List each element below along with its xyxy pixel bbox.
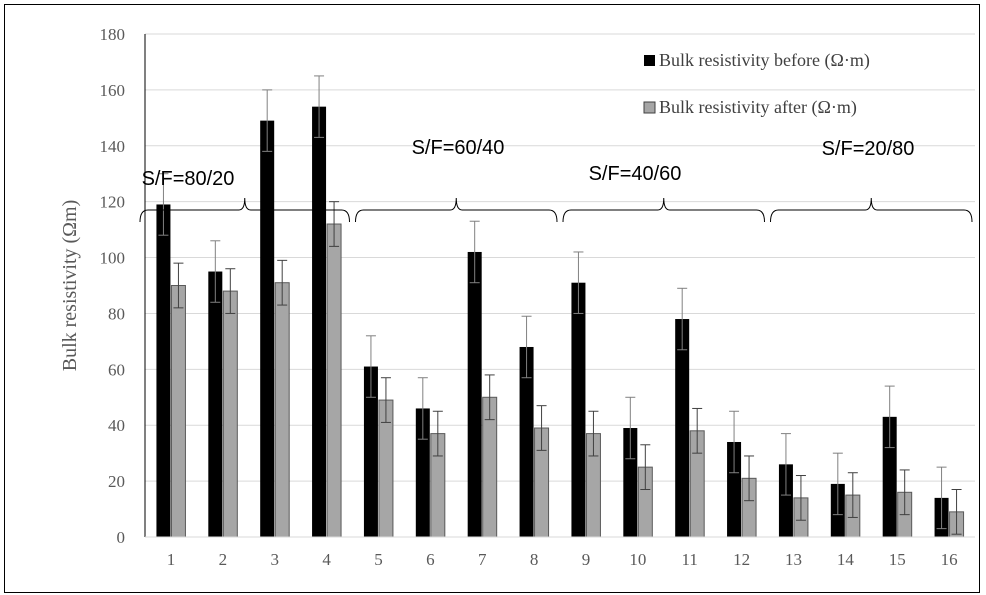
y-tick-label: 20: [108, 472, 125, 491]
x-tick-label: 13: [785, 550, 802, 569]
group-label: S/F=20/80: [822, 138, 915, 160]
bar-before: [882, 416, 897, 537]
y-tick-label: 160: [100, 81, 126, 100]
x-tick-label: 11: [682, 550, 698, 569]
bar-before: [208, 271, 223, 537]
bar-before: [363, 366, 378, 537]
x-tick-label: 14: [837, 550, 855, 569]
bar-before: [260, 120, 275, 537]
y-tick-label: 120: [100, 193, 126, 212]
y-tick-label: 100: [100, 249, 126, 268]
bar-before: [727, 441, 742, 537]
x-tick-label: 9: [582, 550, 591, 569]
legend-swatch: [643, 101, 656, 114]
x-tick-label: 7: [478, 550, 487, 569]
y-tick-label: 40: [108, 416, 125, 435]
bar-before: [675, 319, 690, 537]
bar-after: [274, 282, 290, 538]
bar-before: [519, 346, 534, 537]
y-tick-label: 80: [108, 304, 125, 323]
group-brace: [355, 197, 558, 223]
legend-label: Bulk resistivity before (Ω·m): [659, 50, 870, 71]
bar-before: [571, 282, 586, 537]
x-tick-label: 15: [889, 550, 906, 569]
group-label: S/F=40/60: [589, 163, 682, 185]
bar-before: [312, 106, 327, 538]
x-tick-label: 12: [733, 550, 750, 569]
error-bars: [158, 75, 962, 535]
group-brace: [770, 197, 973, 223]
group-label: S/F=60/40: [412, 137, 505, 159]
x-tick-label: 3: [270, 550, 279, 569]
bar-before: [778, 464, 793, 537]
x-tick-label: 10: [629, 550, 646, 569]
x-tick-label: 6: [426, 550, 435, 569]
bars: [156, 106, 965, 538]
legend-label: Bulk resistivity after (Ω·m): [659, 97, 857, 118]
legend: Bulk resistivity before (Ω·m) Bulk resist…: [643, 50, 870, 118]
group-brace: [139, 197, 350, 223]
bar-before: [623, 428, 638, 537]
figure-frame: [4, 4, 980, 593]
x-tick-label: 4: [322, 550, 331, 569]
bar-after: [170, 285, 186, 538]
x-tick-label: 2: [219, 550, 228, 569]
bar-before: [156, 204, 171, 537]
y-tick-label: 140: [100, 137, 126, 156]
bar-after: [326, 223, 342, 538]
bar-before: [415, 408, 430, 537]
y-axis-label: Bulk resistivity (Ωm): [59, 200, 81, 372]
y-tick-label: 0: [117, 528, 126, 547]
group-brace: [562, 197, 765, 223]
x-tick-label: 8: [530, 550, 539, 569]
x-tick-label: 1: [167, 550, 176, 569]
y-tick-label: 180: [100, 25, 126, 44]
legend-swatch: [644, 55, 655, 66]
x-tick-label: 5: [374, 550, 383, 569]
group-annotations: S/F=80/20 S/F=60/40 S/F=40/60 S/F=20/80: [139, 137, 973, 223]
y-tick-label: 60: [108, 360, 125, 379]
bar-before: [467, 251, 482, 537]
bar-after: [222, 290, 238, 538]
group-label: S/F=80/20: [142, 168, 235, 190]
x-tick-label: 16: [941, 550, 958, 569]
